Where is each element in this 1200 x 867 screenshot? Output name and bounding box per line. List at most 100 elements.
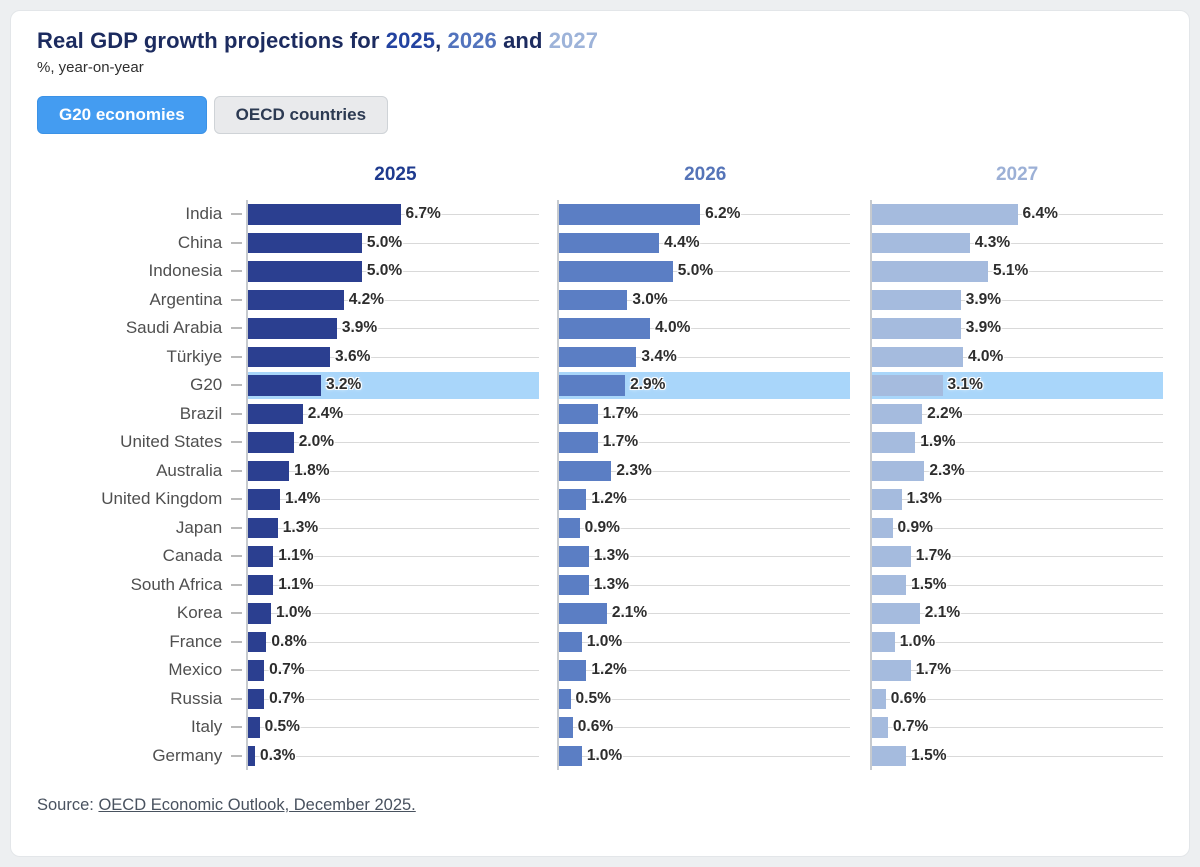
bar-row: 0.7% (872, 713, 1163, 742)
gridline (559, 613, 851, 615)
gridline (872, 356, 1163, 358)
value-label: 3.9% (965, 319, 1002, 337)
value-bar (559, 603, 607, 624)
value-label: 1.0% (275, 604, 312, 622)
category-label-text: South Africa (130, 574, 223, 594)
value-label: 1.0% (586, 746, 623, 764)
title-year-2027: 2027 (548, 28, 599, 53)
chart-grid: India China Indonesia Argentina Saudi Arabia… (37, 200, 1163, 770)
gridline (872, 613, 1163, 615)
value-bar (872, 375, 943, 396)
gridline (248, 613, 540, 615)
value-label: 0.6% (890, 689, 927, 707)
bar-row: 4.2% (248, 286, 540, 315)
value-bar (872, 688, 886, 709)
value-label: 1.3% (593, 575, 630, 593)
g20-economies-button[interactable]: G20 economies (37, 96, 207, 134)
category-label-text: Korea (176, 603, 223, 623)
gridline (872, 271, 1163, 273)
value-bar (559, 489, 587, 510)
source-link[interactable]: OECD Economic Outlook, December 2025. (98, 796, 416, 814)
value-bar (872, 603, 920, 624)
value-label: 0.5% (264, 718, 300, 736)
value-bar (248, 717, 260, 738)
value-bar (872, 403, 923, 424)
gridline (872, 242, 1163, 244)
value-label: 2.2% (927, 404, 963, 422)
category-label: Korea (37, 599, 243, 628)
gridline (872, 670, 1163, 672)
category-label-text: France (169, 631, 223, 651)
bar-row: 3.0% (559, 286, 851, 315)
category-label: Türkiye (37, 343, 243, 372)
bar-row: 1.8% (248, 457, 540, 486)
gridline (559, 556, 851, 558)
value-bar (248, 261, 362, 282)
value-label: 2.0% (298, 433, 335, 451)
value-bar (248, 517, 278, 538)
value-label: 1.0% (586, 632, 623, 650)
gridline (248, 584, 540, 586)
gridline (248, 356, 540, 358)
value-bar (248, 745, 256, 766)
gridline (872, 442, 1163, 444)
bar-row: 3.6% (248, 343, 540, 372)
title-separator: , (435, 28, 448, 53)
category-label: France (37, 628, 243, 657)
value-label: 1.0% (899, 632, 936, 650)
bar-row: 1.0% (248, 599, 540, 628)
bar-row: 3.2% (248, 371, 540, 400)
bar-row: 1.2% (559, 485, 851, 514)
gridline (559, 271, 851, 273)
value-bar (872, 517, 893, 538)
bar-row: 1.9% (872, 428, 1163, 457)
category-label-text: Germany (152, 745, 223, 765)
category-label-text: United Kingdom (101, 489, 223, 509)
bar-row: 1.3% (872, 485, 1163, 514)
bar-row: 5.1% (872, 257, 1163, 286)
bar-row: 6.4% (872, 200, 1163, 229)
value-label: 3.0% (632, 290, 668, 308)
value-bar (248, 318, 337, 339)
value-bar (559, 546, 589, 567)
value-label: 0.7% (269, 689, 305, 707)
gridline (559, 499, 851, 501)
gridline (248, 698, 540, 700)
bar-row: 2.0% (248, 428, 540, 457)
value-label: 3.1% (947, 376, 983, 394)
gridline (559, 698, 851, 700)
oecd-countries-button[interactable]: OECD countries (213, 96, 389, 134)
panel-2026: 6.2% 4.4% 5.0% 3.0% 4.0% 3.4% 2.9% 1.7% 1.7% 2.3%… (557, 200, 851, 770)
header-spacer (37, 164, 245, 186)
axis-tick (231, 213, 243, 216)
column-header-2027: 2027 (995, 164, 1039, 185)
axis-tick (231, 697, 243, 700)
axis-tick (231, 555, 243, 558)
value-label: 5.1% (992, 262, 1029, 280)
gdp-growth-chart: 2025 2026 2027 India China Indonesia Argent… (37, 164, 1163, 770)
value-label: 3.9% (965, 290, 1002, 308)
bar-row: 0.3% (248, 742, 540, 771)
value-label: 1.3% (282, 518, 319, 536)
axis-tick (231, 640, 243, 643)
category-label-text: Türkiye (166, 346, 223, 366)
panel-2025: 6.7% 5.0% 5.0% 4.2% 3.9% 3.6% 3.2% 2.4% 2.0% 1.8%… (246, 200, 540, 771)
category-label: Italy (37, 713, 243, 742)
value-label: 2.3% (616, 461, 652, 479)
category-label-text: Italy (191, 717, 223, 737)
axis-tick (231, 241, 243, 244)
bar-row: 0.9% (559, 514, 851, 543)
year-column-headers: 2025 2026 2027 (37, 164, 1163, 186)
gridline (872, 413, 1163, 415)
value-bar (559, 631, 582, 652)
value-label: 6.7% (405, 205, 441, 223)
category-label: India (37, 200, 243, 229)
gridline (248, 556, 540, 558)
value-bar (872, 631, 895, 652)
value-bar (559, 460, 612, 481)
bar-row: 1.3% (559, 571, 851, 600)
category-label-text: China (177, 232, 223, 252)
value-bar (248, 574, 274, 595)
value-bar (248, 660, 265, 681)
bar-row: 3.1% (872, 371, 1163, 400)
